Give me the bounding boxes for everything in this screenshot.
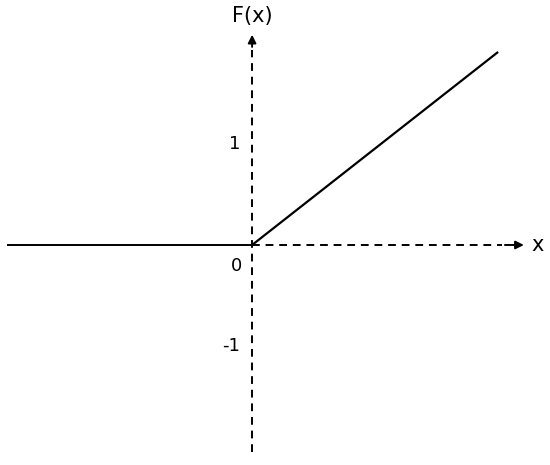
Text: 0: 0	[231, 257, 243, 275]
Text: 1: 1	[229, 135, 240, 153]
Text: -1: -1	[222, 337, 240, 355]
Text: F(x): F(x)	[232, 6, 272, 26]
Text: x: x	[531, 235, 544, 255]
